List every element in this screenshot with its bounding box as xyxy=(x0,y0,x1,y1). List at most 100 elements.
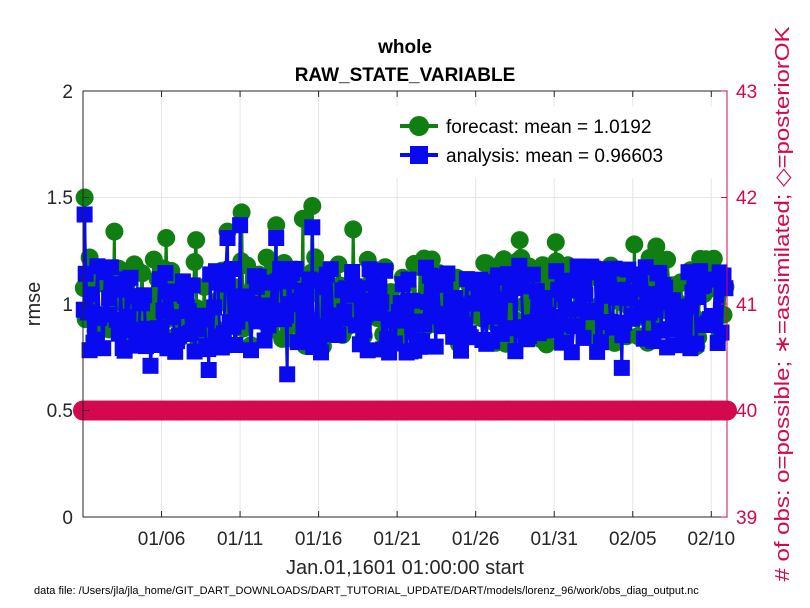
analysis-point xyxy=(322,261,339,278)
forecast-point xyxy=(546,233,565,252)
analysis-point xyxy=(232,217,249,234)
obs-count-series xyxy=(73,400,737,421)
forecast-point xyxy=(647,237,666,256)
analysis-point xyxy=(149,320,166,337)
y2-tick-label: 40 xyxy=(736,401,757,422)
legend-box xyxy=(392,106,719,178)
x-tick-label: 01/21 xyxy=(373,529,421,550)
y2-tick-labels: 39 40 41 42 43 xyxy=(736,82,757,529)
analysis-point xyxy=(142,357,159,374)
forecast-point xyxy=(267,216,286,235)
forecast-point xyxy=(157,229,176,247)
analysis-point xyxy=(661,321,677,338)
analysis-point xyxy=(577,286,594,303)
analysis-point xyxy=(657,279,674,296)
analysis-point xyxy=(361,261,378,278)
analysis-point xyxy=(427,338,444,355)
analysis-point xyxy=(717,280,734,297)
analysis-point xyxy=(524,266,541,283)
analysis-point xyxy=(373,294,390,311)
analysis-point xyxy=(581,303,598,319)
analysis-point xyxy=(95,340,112,357)
y2-tick-label: 42 xyxy=(736,188,757,209)
analysis-point xyxy=(355,322,372,339)
x-axis-label: Jan.01,1601 01:00:00 start xyxy=(286,557,524,579)
analysis-point xyxy=(400,271,417,288)
analysis-point xyxy=(377,262,394,279)
analysis-point xyxy=(227,337,244,353)
analysis-point xyxy=(136,287,153,304)
analysis-point xyxy=(439,265,456,282)
analysis-point xyxy=(643,301,660,318)
chart-subtitle: RAW_STATE_VARIABLE xyxy=(295,65,516,86)
analysis-point xyxy=(165,309,182,326)
y2-tick-label: 41 xyxy=(736,295,757,316)
analysis-point xyxy=(279,366,296,383)
y-tick-label: 0 xyxy=(62,508,73,529)
analysis-point xyxy=(404,292,421,309)
legend: forecast: mean = 1.0192 analysis: mean =… xyxy=(392,106,719,178)
x-tick-label: 01/26 xyxy=(452,529,500,550)
forecast-point xyxy=(303,197,322,215)
analysis-point xyxy=(593,334,609,351)
analysis-point xyxy=(511,257,528,274)
analysis-point xyxy=(110,325,127,342)
analysis-point xyxy=(256,332,273,349)
forecast-point xyxy=(187,231,206,250)
analysis-point xyxy=(120,308,137,325)
forecast-point xyxy=(185,253,204,272)
x-tick-labels: 01/06 01/11 01/16 01/21 01/26 01/31 02/05 02/10 xyxy=(138,529,735,550)
analysis-point xyxy=(184,277,201,294)
analysis-point xyxy=(497,320,514,337)
analysis-point xyxy=(371,280,388,297)
x-tick-label: 02/10 xyxy=(688,529,736,550)
y-tick-labels: 0 0.5 1 1.5 2 xyxy=(47,82,73,529)
analysis-point xyxy=(103,259,119,276)
analysis-point xyxy=(83,286,100,303)
analysis-point xyxy=(575,329,592,346)
forecast-point xyxy=(232,203,251,222)
analysis-point xyxy=(213,339,230,356)
legend-forecast-marker xyxy=(409,116,429,136)
x-tick-label: 01/11 xyxy=(217,529,263,550)
analysis-point xyxy=(349,280,366,297)
legend-analysis-marker xyxy=(410,146,428,164)
analysis-point xyxy=(200,362,217,378)
analysis-point xyxy=(76,206,93,223)
y2-axis-label: # of obs: o=possible; ∗=assimilated; ◇=p… xyxy=(772,26,794,582)
analysis-point xyxy=(453,342,469,359)
analysis-point xyxy=(606,260,623,277)
analysis-point xyxy=(359,342,376,359)
y2-tick-label: 43 xyxy=(736,82,757,103)
y-tick-label: 1 xyxy=(62,295,73,316)
analysis-point xyxy=(122,269,139,286)
forecast-point xyxy=(658,250,677,269)
forecast-point xyxy=(257,248,276,267)
data-file-footnote: data file: /Users/jla/jla_home/GIT_DART_… xyxy=(34,585,699,597)
x-tick-label: 02/05 xyxy=(609,529,657,550)
analysis-point xyxy=(344,264,361,280)
y-tick-label: 1.5 xyxy=(47,188,73,209)
legend-forecast-label: forecast: mean = 1.0192 xyxy=(446,117,651,138)
forecast-point xyxy=(704,249,723,268)
analysis-point xyxy=(713,324,730,341)
x-tick-label: 01/16 xyxy=(295,529,343,550)
analysis-point xyxy=(563,344,580,361)
analysis-point xyxy=(614,327,631,344)
analysis-point xyxy=(268,230,285,246)
analysis-point xyxy=(674,313,691,330)
x-tick-label: 01/31 xyxy=(530,529,578,550)
analysis-point xyxy=(243,342,259,359)
analysis-point xyxy=(688,335,705,352)
legend-analysis-label: analysis: mean = 0.96603 xyxy=(446,146,663,167)
x-tick-label: 01/06 xyxy=(138,529,186,550)
forecast-point xyxy=(510,231,529,250)
analysis-point xyxy=(314,279,331,296)
analysis-point xyxy=(223,261,240,277)
analysis-point xyxy=(304,219,321,236)
tick-marks xyxy=(83,90,727,518)
analysis-point xyxy=(705,308,722,324)
analysis-point xyxy=(250,269,267,285)
y-axis-label: rmse xyxy=(23,282,45,326)
analysis-point xyxy=(613,359,630,376)
